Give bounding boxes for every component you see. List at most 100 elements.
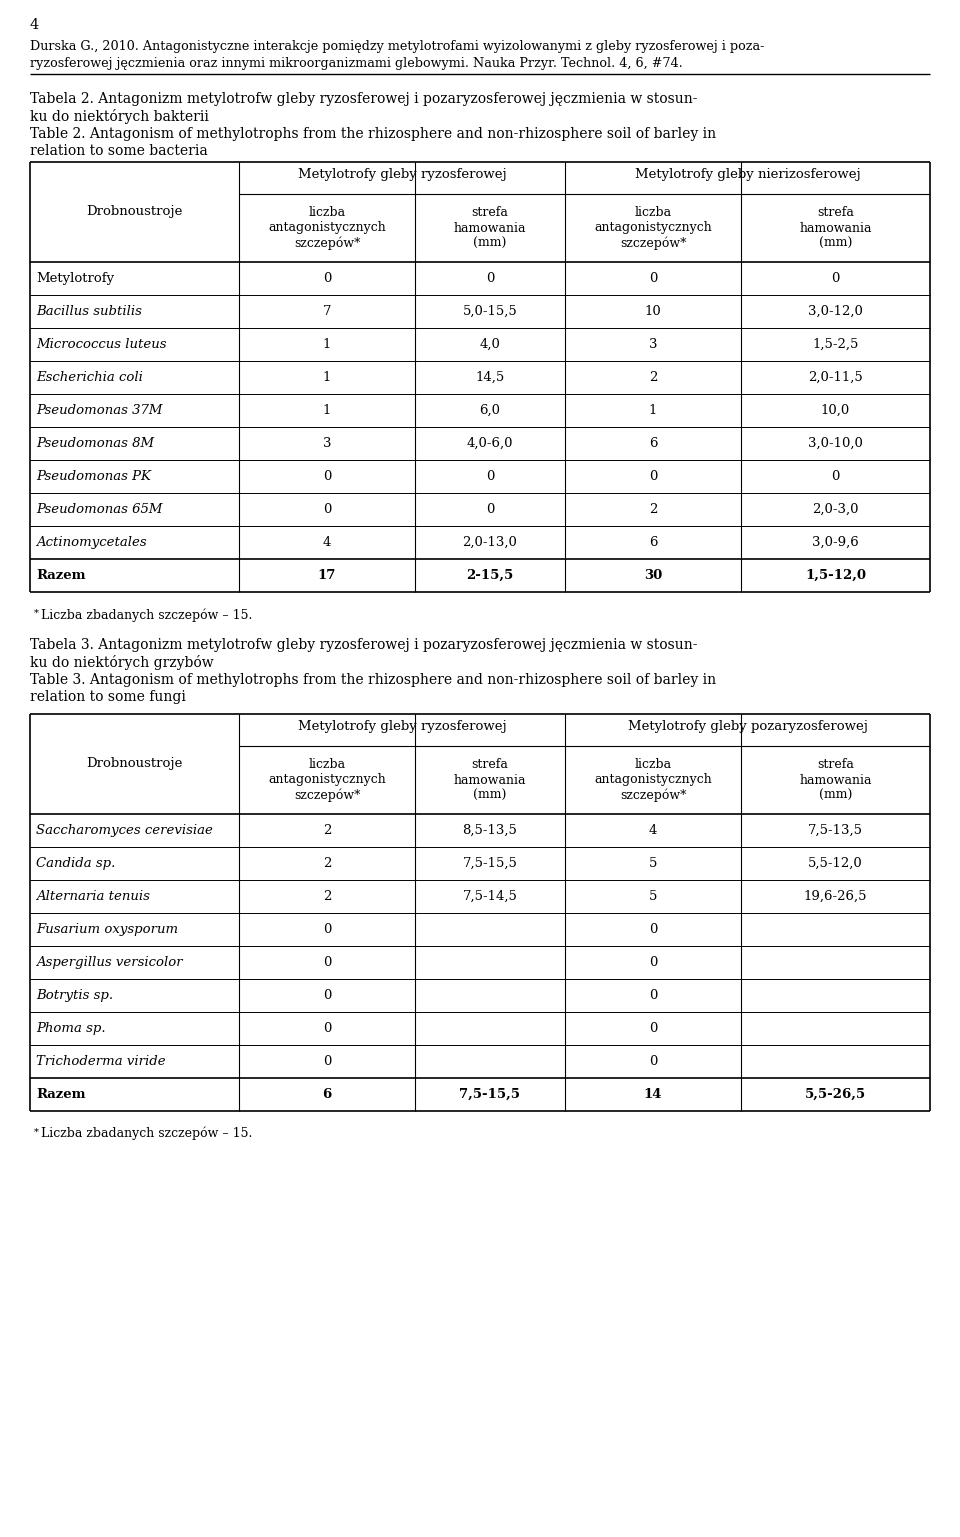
Text: 7,5-15,5: 7,5-15,5 <box>460 1088 520 1100</box>
Text: 2: 2 <box>323 890 331 904</box>
Text: 4,0: 4,0 <box>480 338 500 350</box>
Text: 0: 0 <box>831 272 840 284</box>
Text: 4: 4 <box>323 536 331 549</box>
Text: Metylotrofy gleby ryzosferowej: Metylotrofy gleby ryzosferowej <box>298 719 506 733</box>
Text: *: * <box>34 609 38 618</box>
Text: 6: 6 <box>649 536 658 549</box>
Text: 7: 7 <box>323 304 331 318</box>
Text: liczba
antagonistycznych
szczepów*: liczba antagonistycznych szczepów* <box>268 758 386 802</box>
Text: 3,0-9,6: 3,0-9,6 <box>812 536 859 549</box>
Text: 0: 0 <box>323 272 331 284</box>
Text: 6: 6 <box>323 1088 331 1100</box>
Text: 0: 0 <box>649 924 658 936</box>
Text: 7,5-15,5: 7,5-15,5 <box>463 858 517 870</box>
Text: 0: 0 <box>649 1022 658 1034</box>
Text: Candida sp.: Candida sp. <box>36 858 115 870</box>
Text: strefa
hamowania
(mm): strefa hamowania (mm) <box>800 206 872 249</box>
Text: Metylotrofy gleby pozaryzosferowej: Metylotrofy gleby pozaryzosferowej <box>628 719 868 733</box>
Text: 3,0-10,0: 3,0-10,0 <box>808 437 863 450</box>
Text: Tabela 3. Antagonizm metylotrofw gleby ryzosferowej i pozaryzosferowej jęczmieni: Tabela 3. Antagonizm metylotrofw gleby r… <box>30 638 698 652</box>
Text: 0: 0 <box>323 1022 331 1034</box>
Text: liczba
antagonistycznych
szczepów*: liczba antagonistycznych szczepów* <box>594 758 712 802</box>
Text: 7,5-14,5: 7,5-14,5 <box>463 890 517 904</box>
Text: 0: 0 <box>649 988 658 1002</box>
Text: Saccharomyces cerevisiae: Saccharomyces cerevisiae <box>36 824 213 838</box>
Text: 2: 2 <box>649 370 658 384</box>
Text: 1,5-2,5: 1,5-2,5 <box>812 338 858 350</box>
Text: 4,0-6,0: 4,0-6,0 <box>467 437 514 450</box>
Text: Pseudomonas 8M: Pseudomonas 8M <box>36 437 155 450</box>
Text: Pseudomonas PK: Pseudomonas PK <box>36 470 151 483</box>
Text: relation to some bacteria: relation to some bacteria <box>30 144 207 158</box>
Text: liczba
antagonistycznych
szczepów*: liczba antagonistycznych szczepów* <box>268 206 386 251</box>
Text: 2,0-13,0: 2,0-13,0 <box>463 536 517 549</box>
Text: 5: 5 <box>649 858 658 870</box>
Text: 10: 10 <box>644 304 661 318</box>
Text: 14,5: 14,5 <box>475 370 505 384</box>
Text: 14: 14 <box>644 1088 662 1100</box>
Text: 0: 0 <box>323 988 331 1002</box>
Text: Razem: Razem <box>36 1088 85 1100</box>
Text: 5,5-12,0: 5,5-12,0 <box>808 858 863 870</box>
Text: 2: 2 <box>323 824 331 838</box>
Text: Phoma sp.: Phoma sp. <box>36 1022 106 1034</box>
Text: 1: 1 <box>323 370 331 384</box>
Text: Tabela 2. Antagonizm metylotrofw gleby ryzosferowej i pozaryzosferowej jęczmieni: Tabela 2. Antagonizm metylotrofw gleby r… <box>30 92 698 106</box>
Text: 0: 0 <box>323 1054 331 1068</box>
Text: Fusarium oxysporum: Fusarium oxysporum <box>36 924 179 936</box>
Text: Durska G., 2010. Antagonistyczne interakcje pomiędzy metylotrofami wyizolowanymi: Durska G., 2010. Antagonistyczne interak… <box>30 40 764 52</box>
Text: 1: 1 <box>649 404 658 417</box>
Text: 0: 0 <box>831 470 840 483</box>
Text: 2-15,5: 2-15,5 <box>467 569 514 583</box>
Text: Drobnoustroje: Drobnoustroje <box>86 758 182 770</box>
Text: 5,0-15,5: 5,0-15,5 <box>463 304 517 318</box>
Text: Bacillus subtilis: Bacillus subtilis <box>36 304 142 318</box>
Text: 3,0-12,0: 3,0-12,0 <box>808 304 863 318</box>
Text: 7,5-13,5: 7,5-13,5 <box>808 824 863 838</box>
Text: 0: 0 <box>323 470 331 483</box>
Text: 1,5-12,0: 1,5-12,0 <box>805 569 866 583</box>
Text: 5,5-26,5: 5,5-26,5 <box>804 1088 866 1100</box>
Text: 10,0: 10,0 <box>821 404 851 417</box>
Text: strefa
hamowania
(mm): strefa hamowania (mm) <box>454 206 526 249</box>
Text: Drobnoustroje: Drobnoustroje <box>86 206 182 218</box>
Text: Pseudomonas 65M: Pseudomonas 65M <box>36 503 162 516</box>
Text: Liczba zbadanych szczepów – 15.: Liczba zbadanych szczepów – 15. <box>41 1127 252 1140</box>
Text: 0: 0 <box>486 503 494 516</box>
Text: 0: 0 <box>323 956 331 968</box>
Text: 1: 1 <box>323 338 331 350</box>
Text: Escherichia coli: Escherichia coli <box>36 370 143 384</box>
Text: 0: 0 <box>649 1054 658 1068</box>
Text: 4: 4 <box>30 18 39 32</box>
Text: 2,0-3,0: 2,0-3,0 <box>812 503 859 516</box>
Text: Metylotrofy: Metylotrofy <box>36 272 114 284</box>
Text: 0: 0 <box>486 272 494 284</box>
Text: Razem: Razem <box>36 569 85 583</box>
Text: 2: 2 <box>323 858 331 870</box>
Text: 2,0-11,5: 2,0-11,5 <box>808 370 863 384</box>
Text: 2: 2 <box>649 503 658 516</box>
Text: 30: 30 <box>644 569 662 583</box>
Text: 3: 3 <box>323 437 331 450</box>
Text: Botrytis sp.: Botrytis sp. <box>36 988 113 1002</box>
Text: 0: 0 <box>323 503 331 516</box>
Text: relation to some fungi: relation to some fungi <box>30 690 186 704</box>
Text: Aspergillus versicolor: Aspergillus versicolor <box>36 956 182 968</box>
Text: 0: 0 <box>486 470 494 483</box>
Text: 3: 3 <box>649 338 658 350</box>
Text: Pseudomonas 37M: Pseudomonas 37M <box>36 404 162 417</box>
Text: 6: 6 <box>649 437 658 450</box>
Text: *: * <box>34 1128 38 1137</box>
Text: Micrococcus luteus: Micrococcus luteus <box>36 338 166 350</box>
Text: 8,5-13,5: 8,5-13,5 <box>463 824 517 838</box>
Text: Actinomycetales: Actinomycetales <box>36 536 147 549</box>
Text: ku do niektórych grzybów: ku do niektórych grzybów <box>30 655 214 670</box>
Text: 6,0: 6,0 <box>479 404 500 417</box>
Text: Metylotrofy gleby ryzosferowej: Metylotrofy gleby ryzosferowej <box>298 168 506 181</box>
Text: 0: 0 <box>323 924 331 936</box>
Text: Table 2. Antagonism of methylotrophs from the rhizosphere and non-rhizosphere so: Table 2. Antagonism of methylotrophs fro… <box>30 128 716 141</box>
Text: Table 3. Antagonism of methylotrophs from the rhizosphere and non-rhizosphere so: Table 3. Antagonism of methylotrophs fro… <box>30 673 716 687</box>
Text: 4: 4 <box>649 824 658 838</box>
Text: Alternaria tenuis: Alternaria tenuis <box>36 890 150 904</box>
Text: ku do niektórych bakterii: ku do niektórych bakterii <box>30 109 209 124</box>
